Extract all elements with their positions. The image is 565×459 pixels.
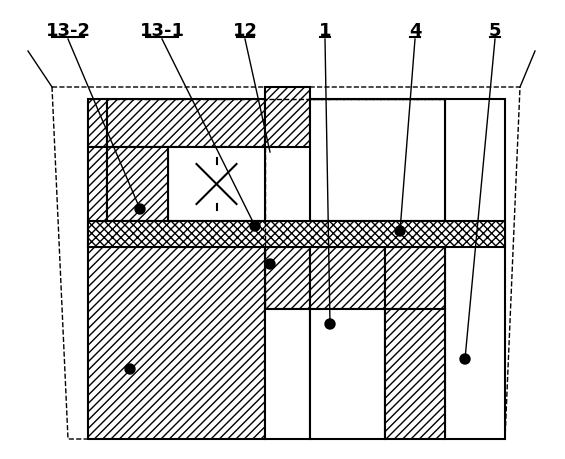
Bar [385,247,445,309]
Text: 4: 4 [408,22,421,40]
Circle shape [460,354,470,364]
Polygon shape [52,88,520,439]
Bar [265,309,310,439]
Text: 13-1: 13-1 [140,22,185,40]
Bar [88,247,265,439]
Bar [88,100,107,148]
Text: 1: 1 [319,22,331,40]
Bar [265,88,310,148]
Bar [107,148,168,222]
Bar [88,222,505,247]
Text: 13-2: 13-2 [46,22,90,40]
Circle shape [395,226,405,236]
Circle shape [250,222,260,231]
Bar [310,247,385,309]
Circle shape [325,319,335,329]
Bar [445,100,505,439]
Bar [385,309,445,439]
Bar [310,100,445,222]
Circle shape [135,205,145,214]
Circle shape [125,364,135,374]
Circle shape [265,259,275,269]
Bar [88,148,107,247]
Text: 12: 12 [233,22,258,40]
Bar [107,100,265,148]
Text: 5: 5 [489,22,501,40]
Bar [310,309,385,439]
Bar [265,247,310,309]
Bar [168,148,265,222]
